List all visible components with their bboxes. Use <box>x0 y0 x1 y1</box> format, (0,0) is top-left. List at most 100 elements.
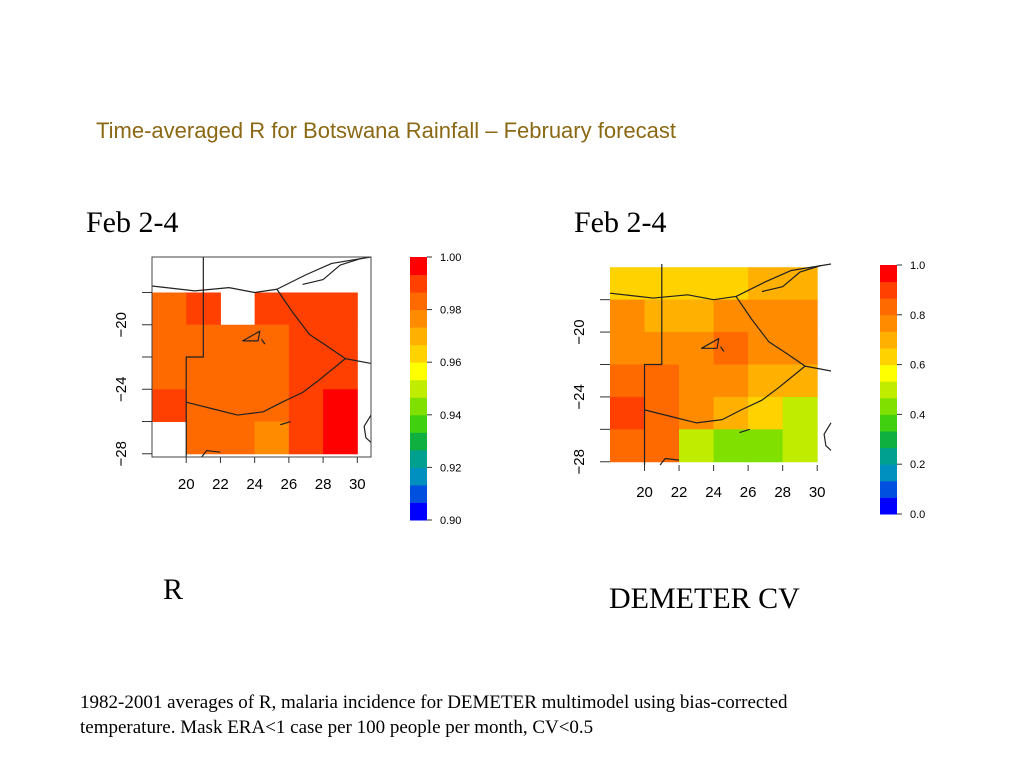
heatmap-cell <box>323 324 358 358</box>
country-border-line <box>700 337 725 352</box>
country-border-line <box>185 257 204 457</box>
heatmap-cell <box>288 421 324 455</box>
heatmap-cell <box>288 292 324 326</box>
heatmap-cell <box>748 364 784 398</box>
x-tick-label: 24 <box>705 484 722 501</box>
country-border-line <box>201 449 221 458</box>
heatmap-cell <box>288 357 324 390</box>
x-tick-label: 26 <box>281 476 298 493</box>
country-border-line <box>302 258 361 286</box>
colorbar-tick-label: 1.00 <box>440 252 461 264</box>
footnote-line-1: 1982-2001 averages of R, malaria inciden… <box>80 692 788 713</box>
colorbar-segment <box>880 480 897 498</box>
heatmap-cell <box>254 421 290 455</box>
colorbar-segment <box>410 362 427 381</box>
x-tick-label: 30 <box>809 484 826 501</box>
right-panel-heading: Feb 2-4 <box>574 206 667 239</box>
heatmap-cell <box>713 364 749 398</box>
heatmap-cell <box>644 429 680 463</box>
heatmap-cell <box>220 357 256 390</box>
colorbar-segment <box>410 449 427 468</box>
colorbar-tick-label: 1.0 <box>910 260 925 272</box>
heatmap-cell <box>220 389 256 423</box>
x-tick-label: 24 <box>246 476 263 493</box>
x-tick-label: 22 <box>212 476 229 493</box>
colorbar-tick-label: 0.0 <box>910 509 925 521</box>
country-border-line <box>609 263 832 301</box>
colorbar-tick-label: 0.98 <box>440 305 461 317</box>
heatmap-cell <box>610 364 646 398</box>
heatmap-cell <box>679 429 715 463</box>
heatmap-cell <box>152 389 187 423</box>
heatmap-cell <box>713 299 749 333</box>
country-border-line <box>280 420 291 426</box>
y-tick-label: −20 <box>571 319 588 344</box>
colorbar-segment <box>880 364 897 382</box>
colorbar-tick-label: 0.90 <box>440 515 461 527</box>
colorbar-segment <box>880 447 897 465</box>
heatmap-cell <box>748 429 784 463</box>
colorbar-segment <box>880 397 897 415</box>
country-border-line <box>823 422 832 451</box>
country-border-line <box>363 414 372 443</box>
x-tick-label: 28 <box>774 484 791 501</box>
heatmap-cell <box>782 429 818 463</box>
colorbar-segment <box>410 344 427 363</box>
country-border-line <box>643 264 663 465</box>
country-border-line <box>644 365 806 424</box>
heatmap-cell <box>323 292 358 326</box>
colorbar-segment <box>880 414 897 432</box>
country-border-line <box>276 288 372 365</box>
heatmap-cell <box>610 396 646 430</box>
colorbar-tick-label: 0.96 <box>440 357 461 369</box>
heatmap-cell <box>713 267 749 301</box>
country-border-line <box>659 457 680 466</box>
heatmap-cell <box>254 292 290 326</box>
x-tick-label: 20 <box>636 484 653 501</box>
heatmap-cell <box>152 357 187 390</box>
left-panel-heading: Feb 2-4 <box>86 206 179 239</box>
country-border-line <box>151 256 372 294</box>
heatmap-cell <box>323 389 358 423</box>
heatmap-cell <box>782 332 818 365</box>
colorbar-tick-label: 0.2 <box>910 459 925 471</box>
country-border-line <box>735 296 832 372</box>
colorbar-segment <box>410 467 427 486</box>
heatmap-cell <box>152 292 187 326</box>
heatmap-cell <box>254 357 290 390</box>
heatmap-cell <box>748 267 784 301</box>
colorbar-segment <box>410 257 427 276</box>
y-tick-label: −24 <box>113 377 130 402</box>
country-border-line <box>186 358 346 416</box>
heatmap-cell <box>323 421 358 455</box>
heatmap-cell <box>610 299 646 333</box>
colorbar-tick-label: 0.94 <box>440 410 461 422</box>
heatmap-cell <box>152 324 187 358</box>
colorbar-segment <box>410 274 427 293</box>
heatmap-cell <box>644 396 680 430</box>
y-tick-label: −28 <box>113 441 130 466</box>
footnote: 1982-2001 averages of R, malaria inciden… <box>80 690 960 740</box>
colorbar-segment <box>880 348 897 366</box>
colorbar-segment <box>410 414 427 433</box>
heatmap-cell <box>782 267 818 301</box>
footnote-line-2: temperature. Mask ERA<1 case per 100 peo… <box>80 717 594 738</box>
colorbar-segment <box>880 431 897 449</box>
colorbar-segment <box>410 502 427 521</box>
heatmap-cell <box>220 421 256 455</box>
country-border-line <box>761 265 821 293</box>
colorbar-tick-label: 0.6 <box>910 360 925 372</box>
heatmap-cell <box>610 332 646 365</box>
heatmap-cell <box>748 396 784 430</box>
colorbar-segment <box>410 484 427 503</box>
colorbar-segment <box>880 381 897 399</box>
colorbar-segment <box>410 327 427 346</box>
heatmap-cell <box>679 396 715 430</box>
heatmap-cell <box>186 421 221 455</box>
heatmap-cell <box>288 389 324 423</box>
heatmap-cell <box>782 396 818 430</box>
heatmap-cell <box>186 389 221 423</box>
heatmap-cell <box>679 364 715 398</box>
heatmap-cell <box>679 299 715 333</box>
